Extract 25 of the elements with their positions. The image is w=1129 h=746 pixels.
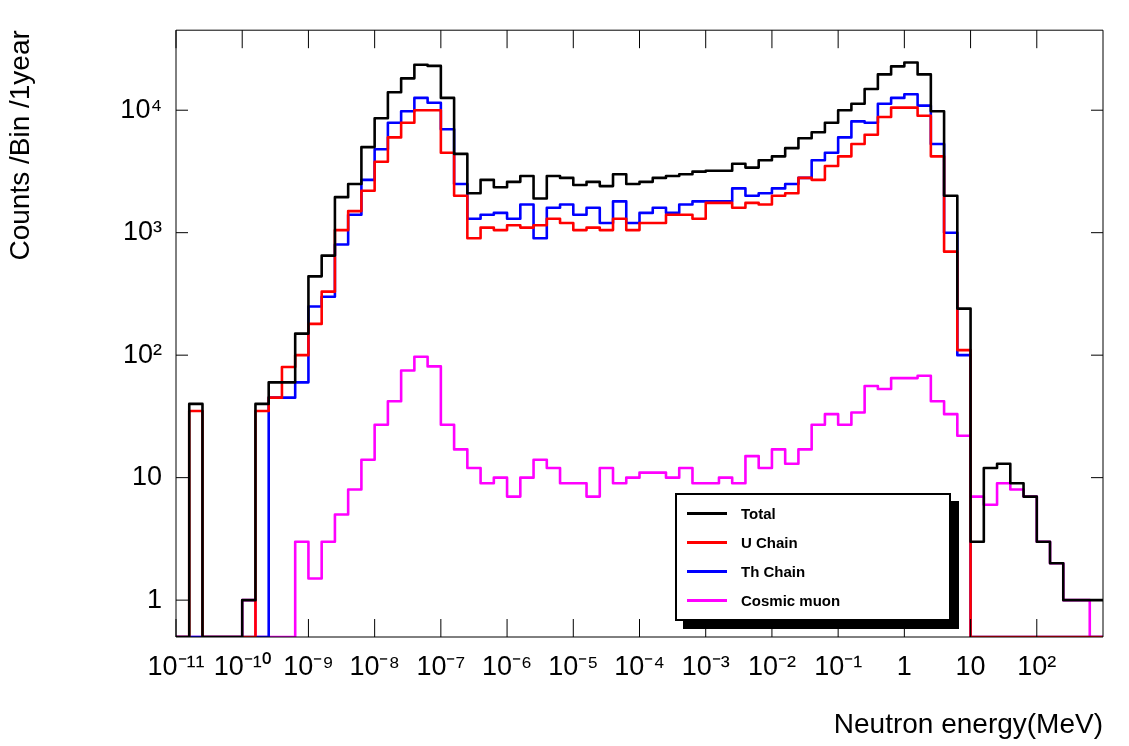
y-tick-label: 10 (131, 461, 162, 492)
x-tick-label: 1 (896, 650, 912, 681)
y-tick-label: 1 (146, 583, 162, 614)
y-tick-label: 10³ (122, 216, 162, 247)
x-tick-label: 10⁻⁶ (481, 650, 533, 681)
legend-label: Cosmic muon (741, 592, 841, 609)
x-tick-label: 10⁻¹⁰ (213, 650, 271, 681)
x-tick-label: 10⁻⁴ (614, 650, 665, 681)
x-tick-label: 10⁻⁵ (548, 650, 599, 681)
x-tick-label: 10⁻³ (681, 650, 730, 681)
y-tick-label: 10⁴ (120, 93, 162, 124)
x-tick-label: 10 (955, 650, 986, 681)
y-axis-title: Counts /Bin /1year (3, 30, 35, 261)
legend-label: U Chain (741, 534, 798, 551)
x-tick-label: 10⁻² (747, 650, 796, 681)
legend-label: Total (741, 505, 776, 522)
x-axis-title: Neutron energy(MeV) (833, 707, 1103, 739)
x-tick-label: 10⁻¹¹ (147, 650, 205, 681)
x-tick-label: 10⁻⁷ (416, 650, 466, 681)
x-tick-label: 10² (1017, 650, 1057, 681)
x-tick-label: 10⁻⁹ (283, 650, 334, 681)
x-tick-label: 10⁻⁸ (349, 650, 400, 681)
y-tick-label: 10² (122, 338, 162, 369)
legend-label: Th Chain (741, 563, 806, 580)
x-tick-label: 10⁻¹ (814, 650, 863, 681)
